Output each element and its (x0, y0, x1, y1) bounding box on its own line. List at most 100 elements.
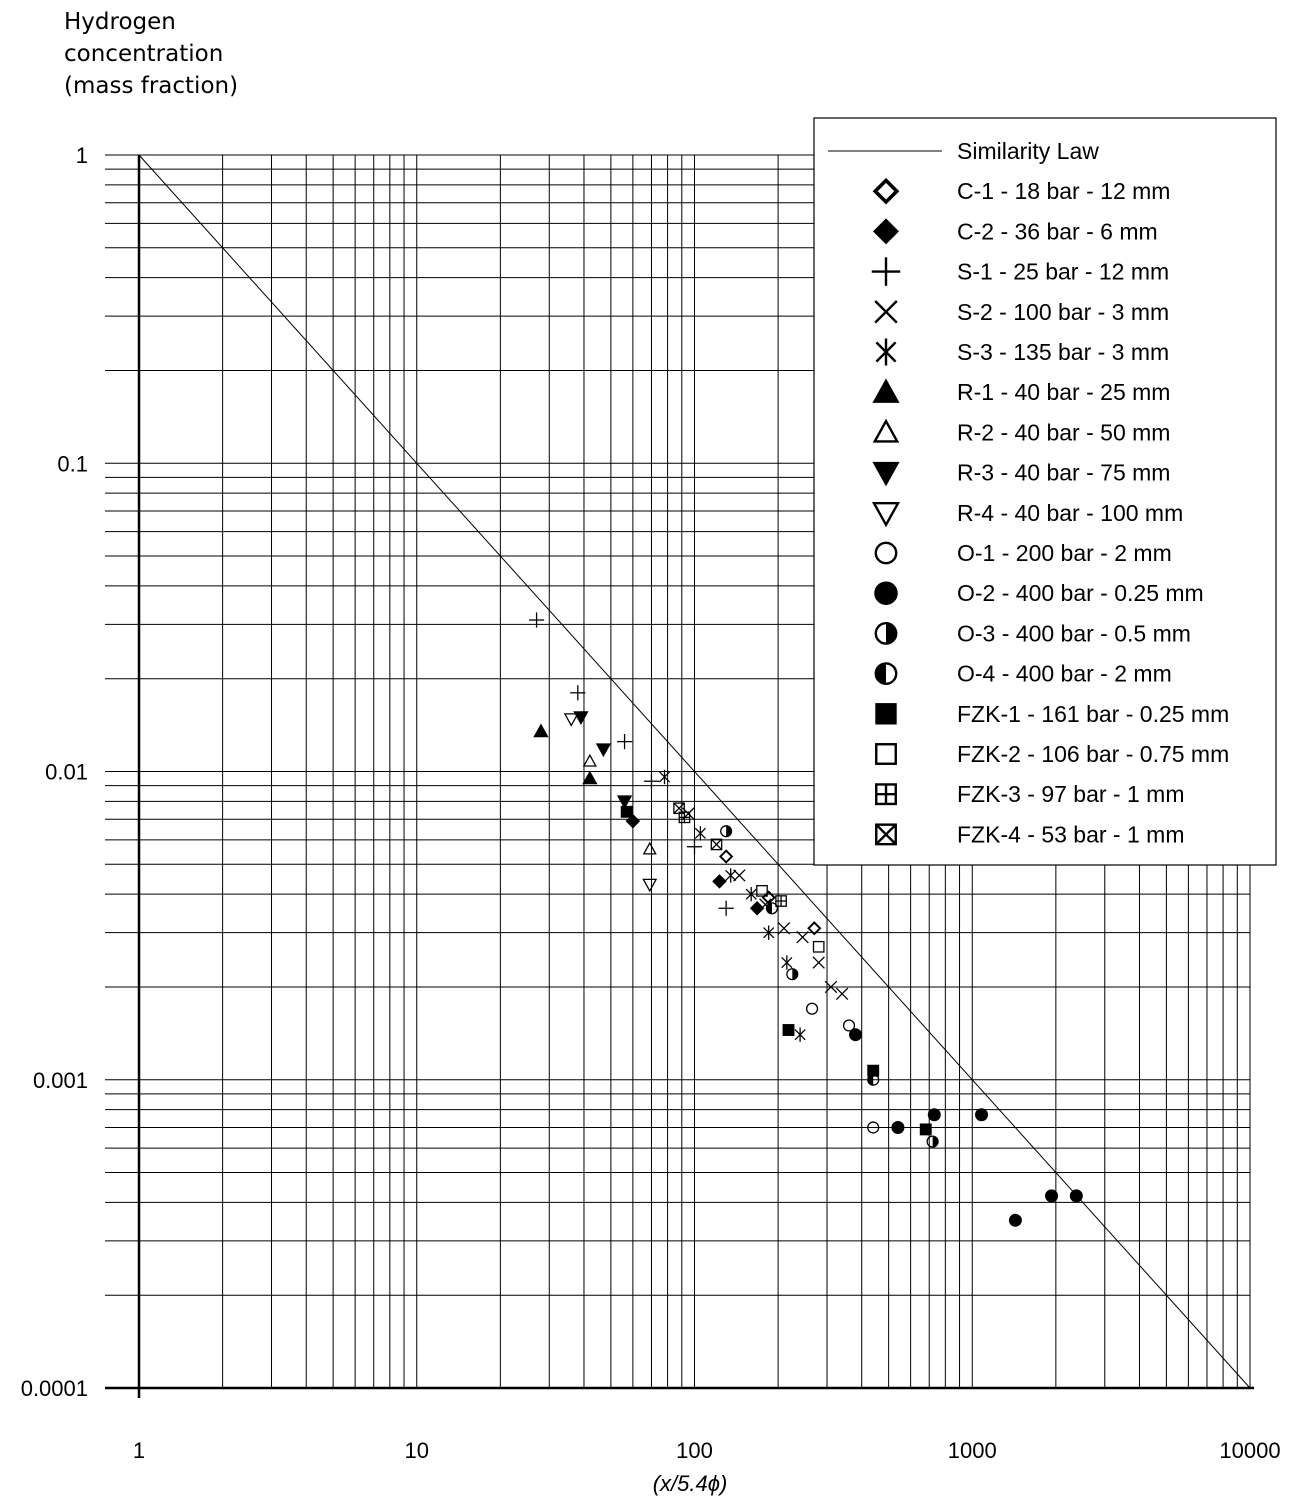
legend-label: O-3 - 400 bar - 0.5 mm (957, 620, 1191, 646)
legend-label: S-1 - 25 bar - 12 mm (957, 259, 1169, 285)
legend-label: C-2 - 36 bar - 6 mm (957, 218, 1158, 244)
data-point (642, 841, 657, 855)
data-point (807, 921, 822, 936)
legend: Similarity Law C-1 - 18 bar - 12 mm C-2 - … (828, 138, 1229, 847)
legend-marker (874, 581, 898, 605)
data-point (749, 901, 765, 916)
legend-label: Similarity Law (957, 138, 1099, 164)
y-tick-label: 0.01 (45, 760, 88, 785)
legend-marker (874, 662, 898, 685)
y-axis-label-line: concentration (64, 41, 224, 67)
data-point (812, 956, 825, 969)
x-tick-label: 1 (133, 1438, 145, 1463)
axes: 1 10 100 1000 10000 1 0.1 0.01 0.001 0.0001 (21, 143, 1281, 1463)
x-axis-label: (x/5.4ϕ) (653, 1471, 728, 1496)
data-point (733, 869, 746, 882)
legend-marker (872, 177, 900, 205)
y-axis-label-line: (mass fraction) (64, 73, 239, 99)
data-point (1069, 1189, 1083, 1203)
legend-label: R-2 - 40 bar - 50 mm (957, 419, 1170, 445)
legend-box (813, 117, 1277, 866)
x-tick-label: 10000 (1219, 1438, 1280, 1463)
data-point (643, 773, 660, 789)
legend-marker (875, 703, 897, 725)
legend-label: S-2 - 100 bar - 3 mm (957, 299, 1169, 325)
data-point (867, 1064, 880, 1077)
data-point (563, 713, 579, 727)
legend-marker (871, 502, 901, 528)
data-point (686, 839, 703, 855)
grid (105, 154, 1251, 1389)
legend-marker (874, 622, 898, 645)
y-tick-label: 0.1 (57, 451, 88, 476)
data-point (812, 940, 825, 953)
y-tick-label: 0.001 (33, 1068, 88, 1093)
data-point (712, 874, 727, 889)
data-point (642, 878, 658, 893)
data-point (625, 813, 641, 829)
data-point (570, 685, 586, 701)
legend-marker (875, 783, 897, 806)
legend-label: FZK-1 - 161 bar - 0.25 mm (957, 701, 1229, 727)
legend-marker (875, 338, 897, 366)
data-point (658, 769, 671, 785)
y-axis-label: Hydrogen concentration (mass fraction) (64, 6, 238, 102)
legend-marker (874, 300, 898, 324)
data-point (718, 900, 734, 916)
data-point (694, 826, 706, 841)
markers (528, 612, 1083, 1227)
data-point (616, 795, 633, 810)
data-point (782, 1024, 795, 1036)
x-tick-label: 100 (676, 1438, 713, 1463)
data-point (582, 753, 597, 767)
similarity-law-line (138, 154, 1251, 1389)
legend-label: O-2 - 400 bar - 0.25 mm (957, 580, 1204, 606)
y-tick-label: 1 (76, 143, 88, 168)
y-tick-label: 0.0001 (21, 1376, 88, 1401)
data-point (796, 931, 809, 944)
data-point (835, 987, 849, 1001)
data-point (725, 868, 737, 883)
reference-line-layer (138, 154, 1251, 1389)
y-axis-label-line: Hydrogen (64, 9, 176, 35)
legend-label: FZK-3 - 97 bar - 1 mm (957, 781, 1184, 807)
legend-marker (872, 218, 900, 245)
data-point (710, 838, 723, 851)
legend-label: O-1 - 200 bar - 2 mm (957, 540, 1172, 566)
data-point (533, 723, 549, 738)
data-point (620, 805, 633, 818)
legend-marker (875, 823, 897, 846)
data-point (528, 612, 545, 628)
data-point (763, 925, 775, 940)
data-point (794, 1027, 806, 1042)
data-point (842, 1019, 856, 1032)
legend-marker (871, 257, 901, 286)
data-point (582, 770, 598, 785)
data-point (595, 743, 612, 758)
x-tick-label: 10 (405, 1438, 429, 1463)
legend-label: R-4 - 40 bar - 100 mm (957, 500, 1183, 526)
data-point (824, 980, 838, 994)
legend-marker (875, 743, 897, 765)
legend-label: FZK-2 - 106 bar - 0.75 mm (957, 741, 1229, 767)
legend-label: FZK-4 - 53 bar - 1 mm (957, 821, 1184, 847)
data-point (745, 886, 757, 902)
legend-label: S-3 - 135 bar - 3 mm (957, 339, 1169, 365)
data-point (1045, 1189, 1059, 1203)
data-point (720, 825, 733, 838)
data-point (927, 1108, 941, 1122)
x-tick-label: 1000 (948, 1438, 997, 1463)
data-point (805, 1002, 819, 1015)
data-point (719, 849, 734, 864)
data-point (891, 1120, 905, 1134)
legend-marker (872, 418, 900, 443)
data-point (1008, 1213, 1022, 1227)
data-point (777, 922, 791, 935)
legend-marker (872, 378, 900, 403)
data-point (616, 734, 633, 750)
legend-marker (874, 541, 898, 565)
data-point (919, 1123, 932, 1136)
data-point (867, 1121, 880, 1134)
